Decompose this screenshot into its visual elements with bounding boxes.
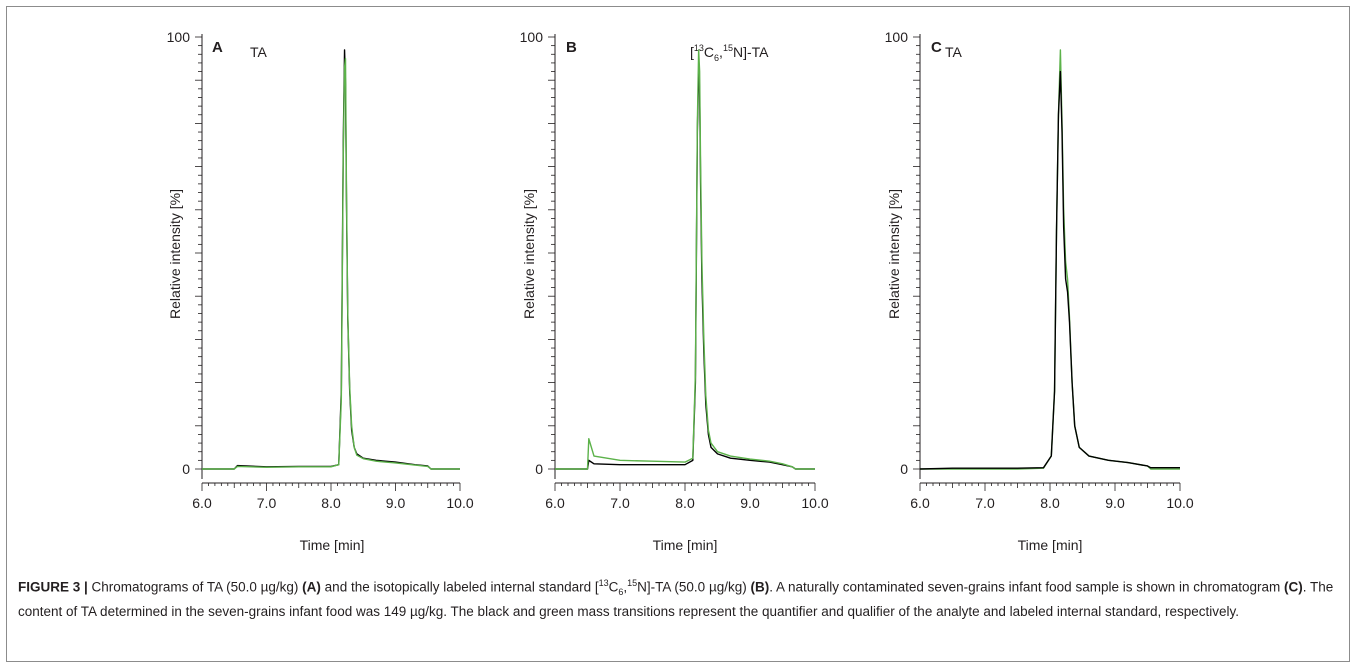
panel-label: B: [566, 39, 577, 56]
peak-label-comma: ,: [719, 44, 723, 60]
peak-label: [13C6,15N]-TA: [690, 43, 769, 63]
caption-text-4: ,: [623, 579, 628, 595]
caption-text-7: . The content of TA determined in the se…: [18, 579, 1334, 620]
caption-text-2: and the isotopically labeled internal st…: [320, 579, 599, 595]
x-tick-label: 6.0: [545, 495, 565, 511]
y-axis-label: Relative intensity [%]: [886, 189, 902, 319]
x-tick-label: 9.0: [1105, 495, 1125, 511]
series-line-2: [202, 57, 460, 470]
peak-label-prefix: [: [690, 44, 694, 60]
y-axis-label: Relative intensity [%]: [521, 189, 537, 319]
x-axis-label: Time [min]: [1018, 537, 1083, 553]
series-line-1: [202, 49, 460, 470]
y-tick-label: 0: [900, 461, 908, 477]
series-line-1: [920, 49, 1180, 470]
peak-label: TA: [250, 44, 268, 60]
figure-frame: [6, 6, 1350, 662]
caption-text-1: Chromatograms of TA (50.0 µg/kg): [87, 579, 303, 595]
x-tick-label: 9.0: [386, 495, 406, 511]
caption-text-3: C: [608, 579, 619, 595]
x-tick-label: 7.0: [257, 495, 277, 511]
caption-text-5: N]-TA (50.0 µg/kg): [637, 579, 751, 595]
x-tick-label: 10.0: [1166, 495, 1193, 511]
series-line-2: [555, 49, 815, 470]
caption-sup-13: 13: [598, 578, 609, 588]
peak-label-sup-13: 13: [694, 43, 704, 53]
x-tick-label: 6.0: [192, 495, 212, 511]
x-tick-label: 9.0: [740, 495, 760, 511]
caption-sub-6: 6: [618, 587, 624, 598]
x-tick-label: 10.0: [801, 495, 828, 511]
x-tick-label: 8.0: [675, 495, 695, 511]
x-axis-label: Time [min]: [653, 537, 718, 553]
x-tick-label: 7.0: [610, 495, 630, 511]
panel-label: A: [212, 39, 223, 56]
figure-caption: FIGURE 3 | Chromatograms of TA (50.0 µg/…: [18, 573, 1340, 622]
peak-label-sup-15: 15: [723, 43, 733, 53]
figure-label: FIGURE 3 |: [18, 579, 88, 595]
chart-panel-c: Relative intensity [%] C TA Time [min] 0…: [885, 29, 1194, 553]
series-line-1: [555, 70, 815, 470]
panel-label: C: [931, 39, 942, 56]
x-tick-label: 7.0: [975, 495, 995, 511]
chart-panel-a: Relative intensity [%] A TA Time [min] 0…: [167, 29, 474, 553]
peak-label-c: C: [704, 44, 714, 60]
y-tick-label: 100: [167, 29, 191, 45]
chart-panel-b: Relative intensity [%] B [13C6,15N]-TA T…: [520, 29, 829, 553]
caption-ref-c: (C): [1284, 579, 1303, 595]
caption-ref-a: (A): [302, 579, 321, 595]
caption-ref-b: (B): [750, 579, 770, 595]
caption-text-6: . A naturally contaminated seven-grains …: [769, 579, 1285, 595]
series-line-2: [919, 70, 1180, 470]
peak-label-suffix: N]-TA: [733, 44, 769, 60]
y-axis-label: Relative intensity [%]: [167, 189, 183, 319]
x-tick-label: 6.0: [910, 495, 930, 511]
caption-sup-15: 15: [627, 578, 638, 588]
y-tick-label: 0: [535, 461, 543, 477]
x-axis-label: Time [min]: [300, 537, 365, 553]
x-tick-label: 10.0: [446, 495, 473, 511]
x-tick-label: 8.0: [1040, 495, 1060, 511]
y-tick-label: 100: [885, 29, 909, 45]
peak-label-sub-6: 6: [714, 53, 719, 63]
peak-label: TA: [945, 44, 963, 60]
y-tick-label: 100: [520, 29, 544, 45]
y-tick-label: 0: [182, 461, 190, 477]
x-tick-label: 8.0: [321, 495, 341, 511]
